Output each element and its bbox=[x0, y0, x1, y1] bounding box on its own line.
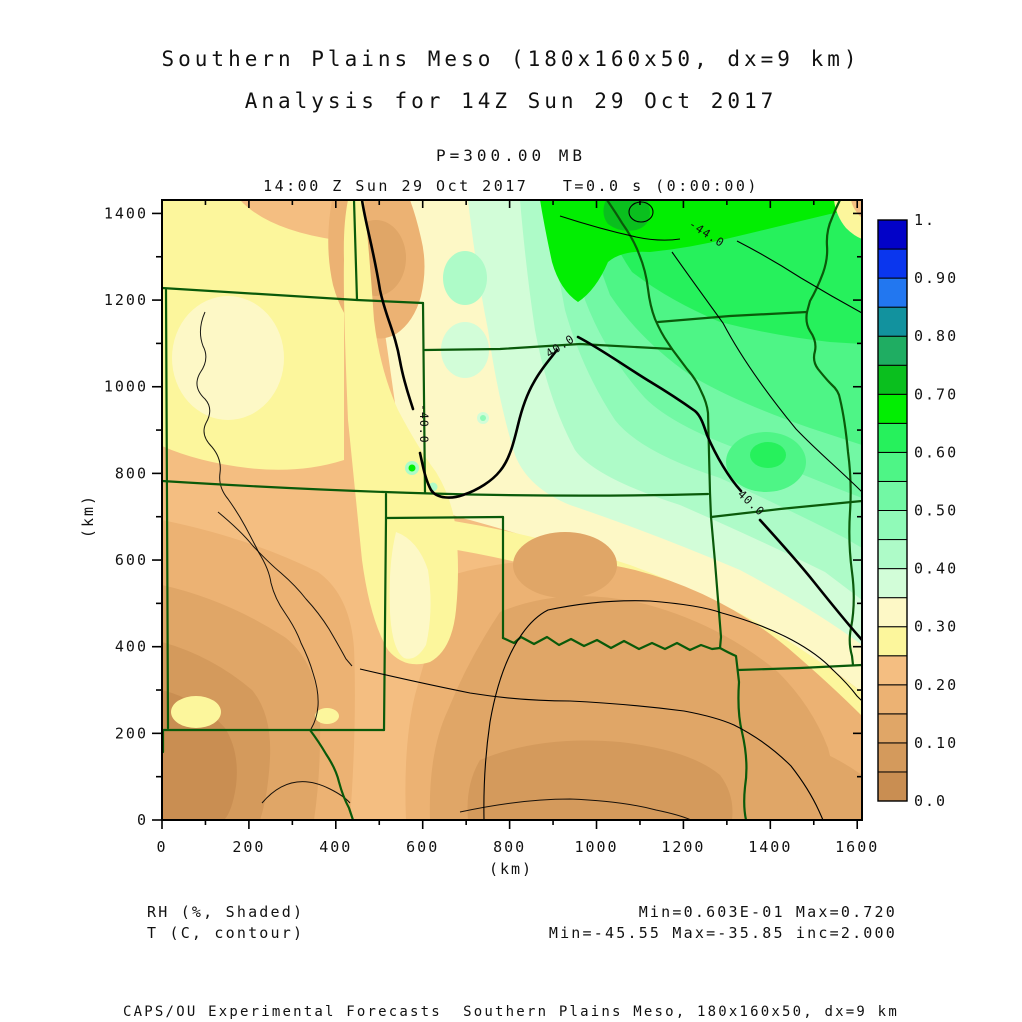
svg-text:0: 0 bbox=[156, 838, 167, 856]
svg-text:0.80: 0.80 bbox=[914, 327, 958, 345]
page-title-line1: Southern Plains Meso (180x160x50, dx=9 k… bbox=[161, 47, 861, 71]
svg-text:0.70: 0.70 bbox=[914, 385, 958, 403]
svg-text:1200: 1200 bbox=[661, 838, 705, 856]
svg-text:0.40: 0.40 bbox=[914, 560, 958, 578]
svg-text:1200: 1200 bbox=[104, 291, 148, 309]
svg-text:0.0: 0.0 bbox=[914, 792, 947, 810]
svg-text:800: 800 bbox=[493, 838, 526, 856]
map-frame bbox=[161, 199, 863, 821]
x-axis-ticks: 0 200 400 600 800 1000 1200 1400 1600 bbox=[156, 200, 879, 856]
contour-field-label: T (C, contour) bbox=[147, 924, 305, 942]
contour-label: -40.0 bbox=[417, 404, 431, 444]
svg-text:1400: 1400 bbox=[104, 204, 148, 222]
footer-text: CAPS/OU Experimental Forecasts Southern … bbox=[123, 1004, 899, 1020]
svg-text:800: 800 bbox=[115, 464, 148, 482]
shaded-minmax-label: Min=0.603E-01 Max=0.720 bbox=[638, 903, 897, 921]
svg-text:400: 400 bbox=[319, 838, 352, 856]
y-axis-ticks: 0 200 400 600 800 1000 1200 1400 bbox=[104, 204, 862, 829]
state-borders bbox=[162, 200, 862, 820]
svg-text:0.90: 0.90 bbox=[914, 269, 958, 287]
svg-text:200: 200 bbox=[232, 838, 265, 856]
svg-text:0.20: 0.20 bbox=[914, 676, 958, 694]
svg-text:600: 600 bbox=[406, 838, 439, 856]
temperature-contours bbox=[359, 200, 862, 820]
colorbar: 0.0 0.10 0.20 0.30 0.40 0.50 0.60 0.70 0.80 0.90 1… bbox=[877, 211, 958, 810]
svg-text:1000: 1000 bbox=[104, 378, 148, 396]
svg-text:1400: 1400 bbox=[748, 838, 792, 856]
svg-text:0: 0 bbox=[137, 811, 148, 829]
svg-text:1600: 1600 bbox=[835, 838, 879, 856]
x-axis-unit-label: (km) bbox=[489, 860, 533, 878]
svg-text:0.50: 0.50 bbox=[914, 502, 958, 520]
svg-text:600: 600 bbox=[115, 551, 148, 569]
pressure-level-label: P=300.00 MB bbox=[436, 146, 586, 165]
y-axis-unit-label: (km) bbox=[79, 494, 97, 538]
svg-text:0.60: 0.60 bbox=[914, 443, 958, 461]
svg-text:0.30: 0.30 bbox=[914, 618, 958, 636]
svg-text:1.: 1. bbox=[914, 211, 936, 229]
contour-minmax-label: Min=-45.55 Max=-35.85 inc=2.000 bbox=[548, 924, 897, 942]
page-title-line2: Analysis for 14Z Sun 29 Oct 2017 bbox=[244, 89, 778, 113]
valid-time-label: 14:00 Z Sun 29 Oct 2017 T=0.0 s (0:00:00… bbox=[263, 177, 759, 195]
svg-text:1000: 1000 bbox=[574, 838, 618, 856]
svg-text:400: 400 bbox=[115, 638, 148, 656]
rh-shading-field bbox=[162, 200, 862, 820]
svg-text:0.10: 0.10 bbox=[914, 734, 958, 752]
shaded-field-label: RH (%, Shaded) bbox=[147, 903, 305, 921]
svg-text:200: 200 bbox=[115, 724, 148, 742]
